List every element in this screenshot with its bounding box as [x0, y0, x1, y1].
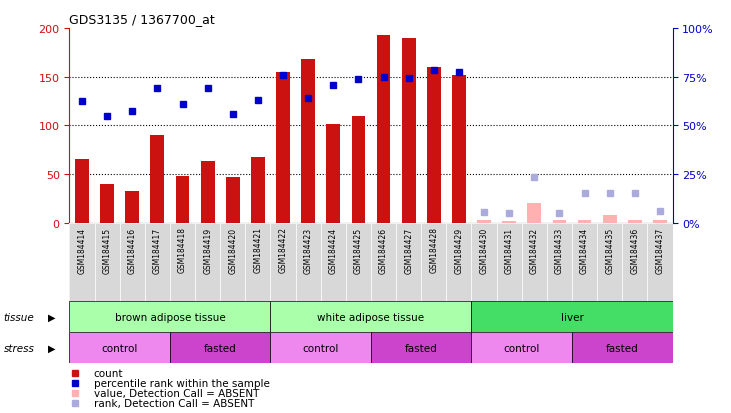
- Bar: [603, 215, 617, 223]
- Bar: [100, 184, 114, 223]
- Text: control: control: [303, 343, 339, 353]
- Text: GSM184415: GSM184415: [102, 227, 112, 273]
- Bar: [195, 223, 220, 301]
- Bar: [477, 220, 491, 223]
- Bar: [145, 223, 170, 301]
- Bar: [527, 204, 541, 223]
- Bar: [246, 223, 270, 301]
- Text: GSM184423: GSM184423: [303, 227, 313, 273]
- Text: liver: liver: [561, 312, 583, 322]
- Text: GSM184432: GSM184432: [530, 227, 539, 273]
- Bar: [553, 220, 567, 223]
- Bar: [94, 223, 120, 301]
- Bar: [270, 301, 471, 332]
- Bar: [628, 220, 642, 223]
- Text: GSM184420: GSM184420: [228, 227, 238, 273]
- Text: percentile rank within the sample: percentile rank within the sample: [94, 378, 270, 388]
- Text: GSM184435: GSM184435: [605, 227, 614, 273]
- Bar: [75, 160, 89, 223]
- Bar: [371, 332, 471, 363]
- Bar: [175, 176, 189, 223]
- Bar: [452, 76, 466, 223]
- Bar: [502, 221, 516, 223]
- Bar: [321, 223, 346, 301]
- Bar: [572, 332, 673, 363]
- Bar: [69, 223, 94, 301]
- Bar: [427, 68, 441, 223]
- Bar: [376, 36, 390, 223]
- Bar: [226, 178, 240, 223]
- Text: GSM184421: GSM184421: [254, 227, 262, 273]
- Bar: [447, 223, 471, 301]
- Text: GSM184426: GSM184426: [379, 227, 388, 273]
- Text: tissue: tissue: [4, 312, 34, 322]
- Bar: [69, 301, 270, 332]
- Text: GDS3135 / 1367700_at: GDS3135 / 1367700_at: [69, 13, 215, 26]
- Bar: [597, 223, 622, 301]
- Text: GSM184431: GSM184431: [504, 227, 514, 273]
- Bar: [220, 223, 246, 301]
- Text: ▶: ▶: [48, 343, 55, 353]
- Bar: [471, 301, 673, 332]
- Bar: [471, 332, 572, 363]
- Text: GSM184419: GSM184419: [203, 227, 212, 273]
- Bar: [402, 38, 416, 223]
- Bar: [577, 220, 591, 223]
- Text: GSM184430: GSM184430: [480, 227, 488, 273]
- Text: fasted: fasted: [405, 343, 438, 353]
- Text: GSM184427: GSM184427: [404, 227, 413, 273]
- Bar: [276, 73, 290, 223]
- Bar: [270, 223, 295, 301]
- Bar: [653, 220, 667, 223]
- Text: GSM184425: GSM184425: [354, 227, 363, 273]
- Text: GSM184433: GSM184433: [555, 227, 564, 273]
- Text: fasted: fasted: [606, 343, 639, 353]
- Bar: [648, 223, 673, 301]
- Bar: [201, 162, 215, 223]
- Bar: [151, 135, 164, 223]
- Text: stress: stress: [4, 343, 34, 353]
- Text: control: control: [504, 343, 540, 353]
- Bar: [371, 223, 396, 301]
- Bar: [125, 192, 139, 223]
- Text: brown adipose tissue: brown adipose tissue: [115, 312, 225, 322]
- Text: ▶: ▶: [48, 312, 55, 322]
- Text: rank, Detection Call = ABSENT: rank, Detection Call = ABSENT: [94, 398, 254, 408]
- Text: GSM184422: GSM184422: [279, 227, 287, 273]
- Text: GSM184429: GSM184429: [455, 227, 463, 273]
- Text: GSM184414: GSM184414: [77, 227, 86, 273]
- Bar: [326, 125, 340, 223]
- Bar: [547, 223, 572, 301]
- Bar: [170, 223, 195, 301]
- Text: fasted: fasted: [204, 343, 237, 353]
- Bar: [120, 223, 145, 301]
- Bar: [622, 223, 648, 301]
- Text: GSM184436: GSM184436: [630, 227, 640, 273]
- Bar: [270, 332, 371, 363]
- Bar: [421, 223, 447, 301]
- Text: GSM184417: GSM184417: [153, 227, 162, 273]
- Text: count: count: [94, 368, 123, 378]
- Bar: [496, 223, 522, 301]
- Bar: [522, 223, 547, 301]
- Text: white adipose tissue: white adipose tissue: [317, 312, 425, 322]
- Text: GSM184418: GSM184418: [178, 227, 187, 273]
- Bar: [396, 223, 421, 301]
- Text: GSM184416: GSM184416: [128, 227, 137, 273]
- Text: value, Detection Call = ABSENT: value, Detection Call = ABSENT: [94, 388, 259, 398]
- Bar: [295, 223, 321, 301]
- Bar: [170, 332, 270, 363]
- Bar: [69, 332, 170, 363]
- Text: GSM184434: GSM184434: [580, 227, 589, 273]
- Text: GSM184424: GSM184424: [329, 227, 338, 273]
- Text: control: control: [102, 343, 138, 353]
- Bar: [301, 60, 315, 223]
- Bar: [251, 158, 265, 223]
- Bar: [572, 223, 597, 301]
- Bar: [352, 116, 366, 223]
- Bar: [346, 223, 371, 301]
- Text: GSM184437: GSM184437: [656, 227, 664, 273]
- Bar: [471, 223, 496, 301]
- Text: GSM184428: GSM184428: [429, 227, 439, 273]
